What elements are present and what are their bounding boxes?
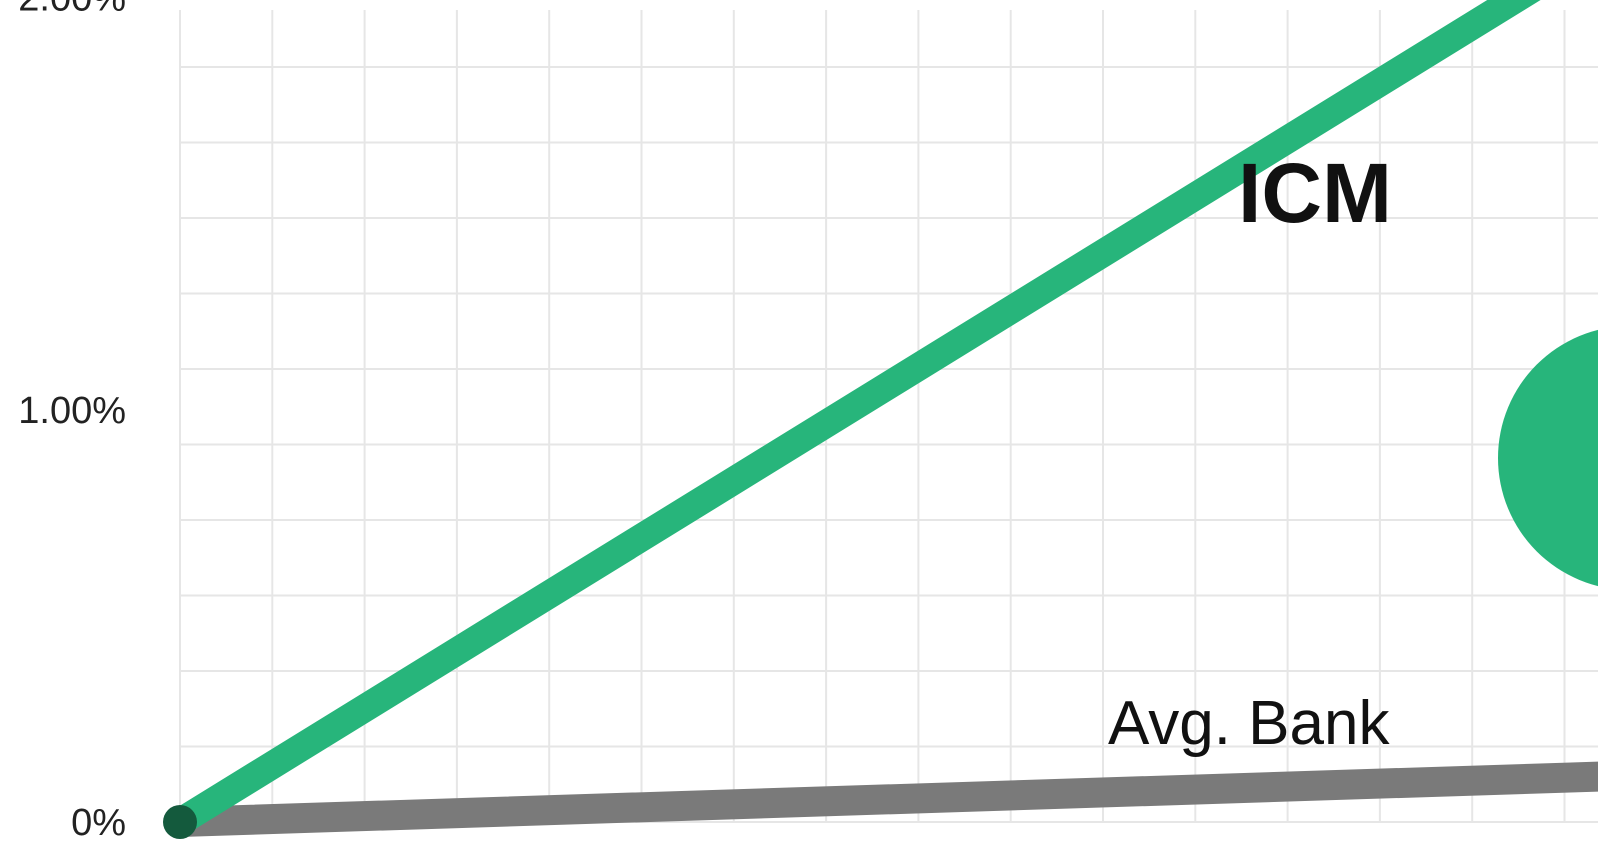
y-axis-ticks: 0% 1.00% 2.00% [18,0,126,844]
icm-series-line [166,0,1541,836]
y-tick-label: 1.00% [18,390,126,432]
grid [179,10,1598,823]
y-tick-label: 2.00% [18,0,126,20]
icm-series-label: ICM [1238,146,1392,240]
avg-bank-series-label: Avg. Bank [1108,689,1390,758]
avg-bank-series-line [165,761,1598,837]
origin-dot [163,805,197,839]
y-tick-label: 0% [71,802,126,844]
icm-marker-circle [1498,329,1598,587]
series-lines [165,0,1598,837]
